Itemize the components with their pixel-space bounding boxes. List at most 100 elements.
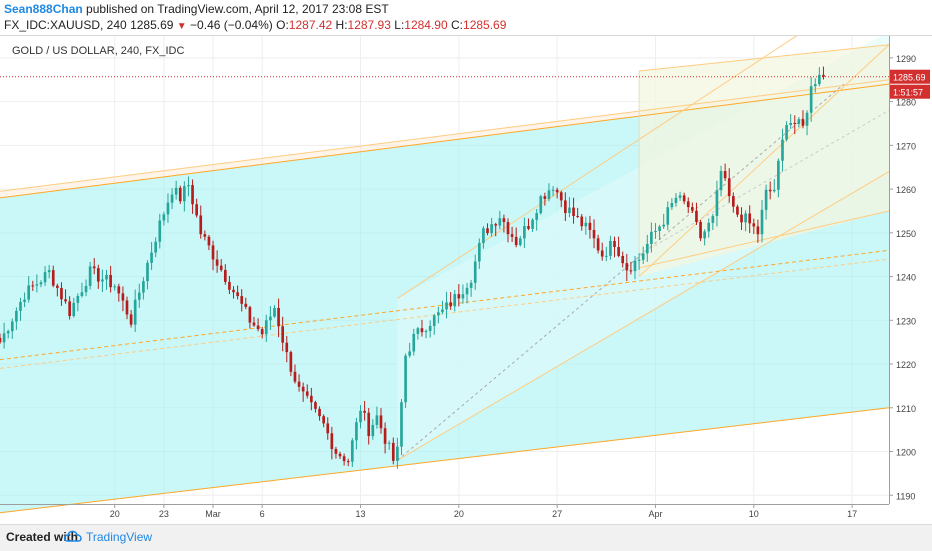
candle-body bbox=[109, 274, 112, 288]
candle-body bbox=[428, 325, 432, 331]
candle-body bbox=[691, 207, 694, 211]
candle-body bbox=[277, 307, 280, 327]
price-tick-label: 1280 bbox=[896, 98, 916, 108]
candle-body bbox=[252, 322, 256, 326]
price-chart[interactable]: 1190 1200 1210 1220 1230 1240 1250 1260 1270 1280… bbox=[0, 36, 932, 524]
candle-body bbox=[457, 294, 461, 299]
candle-body bbox=[674, 197, 678, 203]
candle-body bbox=[461, 294, 465, 299]
candle-body bbox=[207, 236, 211, 246]
tradingview-brand[interactable]: TradingView bbox=[86, 530, 153, 544]
candle-body bbox=[146, 262, 149, 282]
candle-body bbox=[510, 234, 514, 237]
tradingview-cloud-icon[interactable] bbox=[63, 529, 82, 548]
candle-body bbox=[600, 250, 604, 257]
time-tick-label: 6 bbox=[260, 509, 265, 519]
low-label: L: bbox=[394, 18, 405, 32]
candle-body bbox=[609, 240, 612, 256]
candle-body bbox=[96, 268, 100, 282]
footer: Created with TradingView bbox=[0, 524, 932, 551]
candle-body bbox=[355, 422, 358, 441]
rising-top-line bbox=[397, 36, 798, 299]
candle-body bbox=[129, 314, 133, 325]
candle-body bbox=[232, 289, 235, 293]
price-tick-label: 1290 bbox=[896, 54, 916, 64]
candle-body bbox=[744, 213, 747, 223]
candle-body bbox=[84, 285, 88, 293]
high-value: 1287.93 bbox=[347, 18, 391, 32]
candle-body bbox=[183, 186, 186, 202]
candle-body bbox=[35, 284, 39, 286]
candle-body bbox=[777, 160, 780, 190]
candle-body bbox=[482, 228, 485, 244]
candle-body bbox=[498, 218, 502, 226]
candle-body bbox=[391, 442, 395, 461]
candle-body bbox=[68, 301, 71, 317]
candle-body bbox=[338, 453, 342, 457]
candle-body bbox=[576, 215, 579, 217]
candle-body bbox=[301, 386, 305, 392]
candle-body bbox=[809, 86, 813, 113]
time-tick-label: 20 bbox=[454, 509, 464, 519]
candle-body bbox=[555, 189, 559, 193]
candle-body bbox=[137, 292, 141, 300]
candle-body bbox=[371, 424, 375, 437]
candle-body bbox=[117, 286, 121, 294]
candles bbox=[0, 66, 825, 469]
candle-body bbox=[191, 185, 194, 205]
candle-body bbox=[477, 243, 481, 262]
author-link[interactable]: Sean888Chan bbox=[4, 2, 83, 16]
candle-body bbox=[248, 307, 252, 323]
candle-body bbox=[523, 226, 526, 239]
time-tick-label: 27 bbox=[552, 509, 562, 519]
price-labels: 1285.69 1:51:57 bbox=[890, 69, 930, 99]
candle-body bbox=[101, 279, 104, 282]
high-label: H: bbox=[335, 18, 348, 32]
last-price-badge-text: 1285.69 bbox=[893, 73, 926, 83]
last-price: 1285.69 bbox=[130, 18, 174, 32]
candle-body bbox=[465, 287, 469, 295]
candle-body bbox=[793, 123, 797, 125]
candle-body bbox=[150, 252, 153, 263]
candle-body bbox=[199, 215, 203, 235]
rising-bottom-line bbox=[397, 171, 890, 461]
candle-body bbox=[633, 260, 637, 272]
candle-body bbox=[39, 282, 43, 285]
candle-body bbox=[412, 333, 416, 352]
candle-body bbox=[818, 74, 821, 85]
candle-body bbox=[764, 189, 768, 210]
close-label: C: bbox=[451, 18, 464, 32]
candle-body bbox=[564, 200, 567, 214]
candle-body bbox=[658, 226, 661, 231]
candle-body bbox=[334, 449, 338, 454]
candle-body bbox=[670, 202, 674, 208]
candle-body bbox=[797, 119, 801, 124]
channel-bottom-line bbox=[0, 407, 890, 514]
candle-body bbox=[420, 328, 424, 333]
candle-body bbox=[424, 330, 428, 333]
candle-body bbox=[822, 74, 825, 77]
candle-body bbox=[617, 247, 620, 256]
candle-body bbox=[113, 286, 117, 288]
candle-body bbox=[51, 270, 55, 286]
candle-body bbox=[363, 410, 366, 413]
candle-body bbox=[645, 243, 649, 254]
candle-body bbox=[711, 215, 715, 223]
candle-body bbox=[0, 337, 2, 343]
candle-body bbox=[584, 222, 588, 227]
time-axis[interactable]: 20 23 Mar 6 13 20 27 Apr 10 17 bbox=[110, 504, 857, 519]
countdown-badge bbox=[890, 84, 930, 99]
candle-body bbox=[80, 292, 84, 296]
time-tick-label: 20 bbox=[110, 509, 120, 519]
close-value: 1285.69 bbox=[463, 18, 507, 32]
price-axis[interactable]: 1190 1200 1210 1220 1230 1240 1250 1260 1270 1280… bbox=[889, 54, 916, 501]
candle-body bbox=[2, 333, 6, 343]
candle-body bbox=[596, 238, 600, 251]
price-tick-label: 1200 bbox=[896, 448, 916, 458]
dashed-trend-line bbox=[0, 249, 890, 361]
candle-body bbox=[318, 408, 321, 417]
candle-body bbox=[64, 299, 67, 302]
candle-body bbox=[88, 266, 92, 286]
candle-body bbox=[330, 433, 334, 450]
candle-body bbox=[236, 292, 239, 297]
